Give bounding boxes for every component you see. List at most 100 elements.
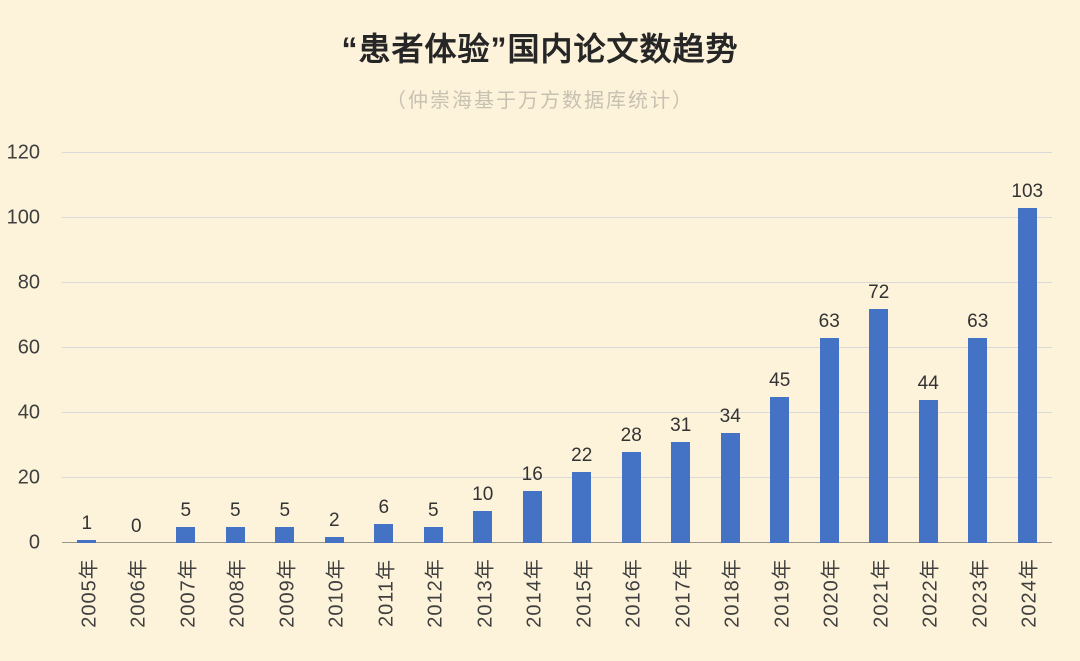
bar-column: 6 (359, 153, 409, 543)
bar (473, 510, 493, 543)
x-tick: 2007年 (161, 543, 211, 658)
bar-column: 34 (706, 153, 756, 543)
x-tick: 2015年 (557, 543, 607, 658)
x-tick: 2023年 (953, 543, 1003, 658)
bar-value-label: 5 (427, 499, 439, 521)
x-tick-label: 2021年 (870, 558, 893, 628)
x-tick-label: 2006年 (127, 558, 150, 628)
bar-column: 45 (755, 153, 805, 543)
x-axis-line (62, 542, 1052, 543)
bar-value-label: 34 (719, 405, 741, 427)
x-tick-label: 2011年 (375, 558, 398, 628)
bar-value-label: 63 (967, 311, 989, 333)
gridline (62, 282, 1052, 284)
bar-column: 1 (62, 153, 112, 543)
bar (918, 400, 938, 543)
gridline (62, 412, 1052, 414)
x-tick-label: 2022年 (919, 558, 942, 628)
bar-column: 5 (260, 153, 310, 543)
gridline (62, 347, 1052, 348)
x-tick: 2005年 (62, 543, 112, 658)
bar-column: 10 (458, 153, 508, 543)
gridlines (62, 152, 1052, 543)
x-tick-label: 2014年 (523, 558, 546, 628)
x-tick-label: 2010年 (325, 558, 348, 628)
bar (275, 526, 295, 543)
x-tick: 2006年 (112, 543, 162, 658)
gridline (62, 152, 1052, 153)
bar (176, 526, 196, 543)
bar-value-label: 44 (917, 373, 939, 394)
x-tick: 2018年 (706, 543, 756, 658)
bar-column: 63 (953, 153, 1003, 543)
x-tick: 2021年 (854, 543, 904, 658)
bar (1017, 208, 1037, 543)
bar-column: 28 (607, 153, 657, 543)
bar-value-label: 10 (472, 483, 494, 505)
bar-column: 5 (409, 153, 459, 543)
bar-column: 22 (557, 153, 607, 543)
y-tick-label: 100 (6, 206, 40, 229)
bar-column: 2 (310, 153, 360, 543)
bar (374, 523, 394, 543)
bar-value-label: 1 (81, 512, 93, 534)
bar-value-label: 28 (620, 425, 642, 446)
bar-column: 5 (211, 153, 261, 543)
bar (869, 309, 889, 543)
bar-value-label: 2 (328, 509, 340, 531)
x-tick: 2019年 (755, 543, 805, 658)
bar-value-label: 5 (279, 499, 291, 521)
bar-value-label: 5 (229, 499, 241, 521)
x-tick-label: 2005年 (78, 558, 101, 628)
x-tick-label: 2023年 (969, 558, 992, 628)
x-tick: 2009年 (260, 543, 310, 658)
bar-value-label: 103 (1011, 181, 1044, 203)
bar (671, 442, 691, 543)
y-axis: 0 20 40 60 80 100 120 (0, 142, 50, 554)
x-tick: 2016年 (607, 543, 657, 658)
y-tick-label: 120 (6, 141, 40, 164)
x-axis: 2005年 2006年 2007年 2008年 2009年 2010年 2011年 2012年… (62, 543, 1052, 658)
x-tick: 2024年 (1003, 543, 1053, 658)
bar-value-label: 45 (769, 369, 791, 391)
x-tick: 2020年 (805, 543, 855, 658)
bar (968, 338, 988, 543)
y-tick-label: 20 (17, 466, 40, 489)
bar-value-label: 6 (378, 496, 390, 518)
bar (572, 471, 592, 543)
x-tick: 2014年 (508, 543, 558, 658)
x-tick-label: 2019年 (771, 558, 794, 628)
chart-subtitle: （仲崇海基于万方数据库统计） (386, 90, 694, 112)
y-tick-label: 80 (17, 271, 40, 294)
bar-value-label: 0 (130, 516, 142, 537)
x-tick-label: 2020年 (820, 558, 843, 628)
bar-value-label: 22 (571, 444, 593, 466)
bar-value-label: 63 (818, 311, 840, 333)
bar (423, 526, 443, 543)
plot-area: 1 0 5 5 5 2 6 5 10 16 22 28 31 34 45 63 72 44 63 103 (62, 152, 1052, 543)
x-tick-label: 2013年 (474, 558, 497, 628)
x-tick-label: 2024年 (1018, 558, 1041, 628)
y-tick-label: 40 (17, 401, 40, 424)
bar-column: 72 (854, 153, 904, 543)
bar (522, 491, 542, 543)
bar-column: 0 (112, 153, 162, 543)
x-tick-label: 2015年 (573, 558, 596, 628)
x-tick: 2017年 (656, 543, 706, 658)
x-tick-label: 2018年 (721, 558, 744, 628)
x-tick: 2012年 (409, 543, 459, 658)
x-tick-label: 2017年 (672, 558, 695, 628)
bar-value-label: 16 (521, 464, 543, 485)
x-tick: 2022年 (904, 543, 954, 658)
bar (819, 338, 839, 543)
bar (720, 432, 740, 543)
bar-value-label: 72 (868, 282, 890, 303)
bar-value-label: 5 (180, 499, 192, 521)
x-tick-label: 2012年 (424, 558, 447, 628)
bar (225, 526, 245, 543)
bars: 1 0 5 5 5 2 6 5 10 16 22 28 31 34 45 63 72 44 63 103 (62, 153, 1052, 543)
x-tick: 2011年 (359, 543, 409, 658)
x-tick-label: 2016年 (622, 558, 645, 628)
bar (77, 539, 97, 543)
x-tick-label: 2008年 (226, 558, 249, 628)
